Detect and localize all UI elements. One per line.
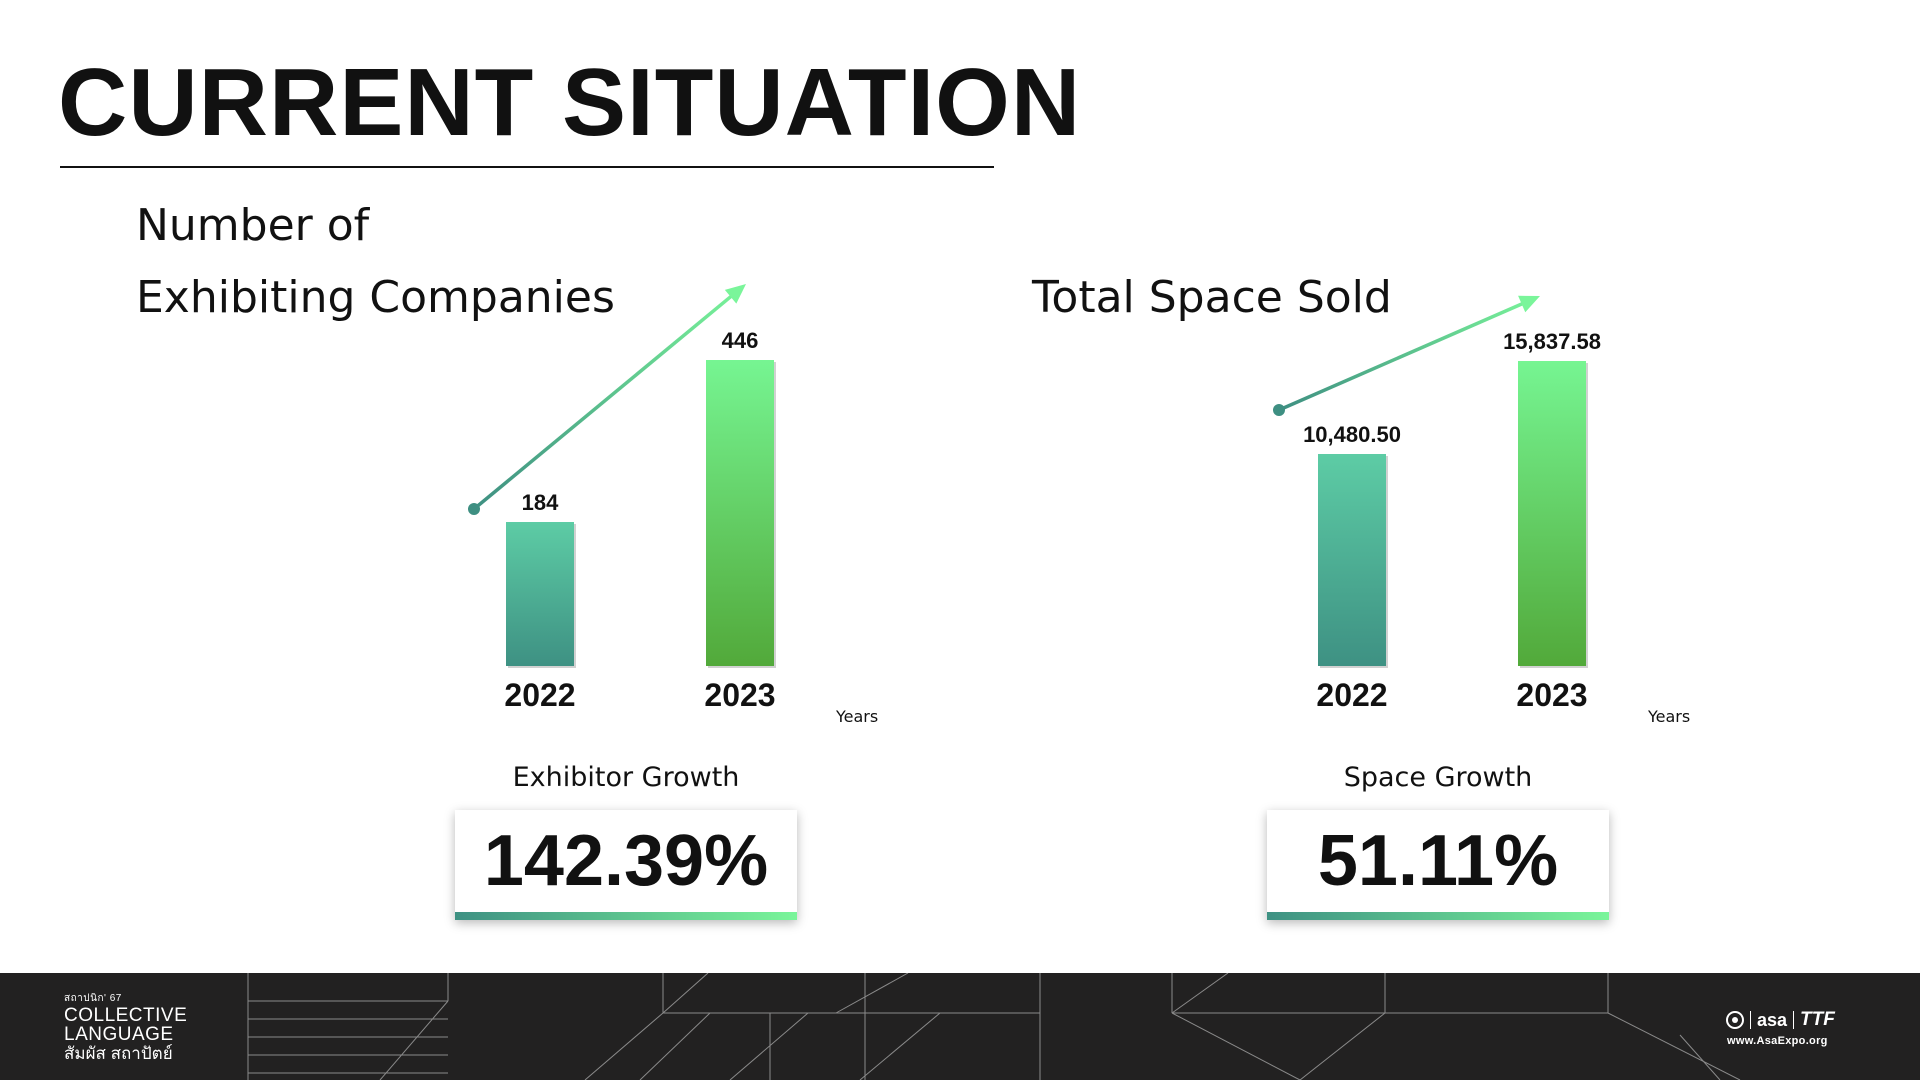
x-tick-label: 2023	[1516, 677, 1587, 713]
bar	[1318, 454, 1386, 666]
trend-arrow-head-icon	[1518, 295, 1540, 313]
trend-arrow-line	[472, 291, 737, 511]
growth-label-space: Space Growth	[1343, 762, 1533, 793]
growth-card-exhibitors: 142.39%	[455, 810, 797, 920]
footer-bar: สถาปนิก' 67 COLLECTIVE LANGUAGE สัมผัส ส…	[0, 973, 1920, 1080]
bar	[706, 360, 774, 666]
growth-card-underline	[455, 912, 797, 920]
chart-space: Years 10,480.50 2022 15,837.58 2023	[1247, 295, 1690, 726]
growth-label-exhibitors: Exhibitor Growth	[512, 762, 740, 793]
trend-arrow-head-icon	[724, 284, 746, 304]
growth-card-underline	[1267, 912, 1609, 920]
partner-divider	[1793, 1011, 1795, 1029]
slide-title: CURRENT SITUATION	[58, 49, 1082, 156]
bar-value-label: 15,837.58	[1503, 329, 1601, 354]
partner-logos: asa TTF	[1726, 1009, 1835, 1031]
event-logo-line: COLLECTIVE	[64, 1005, 188, 1026]
event-logo-line: LANGUAGE	[64, 1024, 174, 1045]
asa-logo: asa	[1757, 1009, 1788, 1030]
website-link[interactable]: www.AsaExpo.org	[1727, 1035, 1828, 1047]
event-logo-thai: สัมผัส สถาปัตย์	[64, 1044, 173, 1063]
seal-icon	[1726, 1011, 1744, 1029]
trend-arrow-start-dot	[468, 503, 480, 515]
event-logo-small-text: สถาปนิก' 67	[64, 993, 122, 1004]
bar	[1518, 361, 1586, 666]
title-underline	[60, 166, 994, 168]
charts-canvas: Years 184 2022 446 2023 Years 10,480.50 2022 15…	[435, 284, 1690, 726]
footer-pattern	[247, 973, 1741, 1080]
x-tick-label: 2022	[1316, 677, 1387, 713]
chart-exhibitors: Years 184 2022 446 2023	[435, 284, 878, 726]
bar-value-label: 184	[522, 490, 559, 515]
chart-title-exhibitors: Number of Exhibiting Companies	[136, 190, 615, 334]
trend-arrow-start-dot	[1273, 404, 1285, 416]
chart-title-line: Total Space Sold	[1032, 272, 1392, 323]
growth-card-space: 51.11%	[1267, 810, 1609, 920]
x-tick-label: 2023	[704, 677, 775, 713]
x-tick-label: 2022	[504, 677, 575, 713]
chart-title-line: Number of	[136, 200, 370, 251]
partner-divider	[1750, 1011, 1751, 1029]
bar	[506, 522, 574, 666]
x-axis-label: Years	[1647, 707, 1690, 726]
ttf-logo: TTF	[1800, 1009, 1835, 1030]
chart-title-line: Exhibiting Companies	[136, 272, 615, 323]
event-logo: สถาปนิก' 67 COLLECTIVE LANGUAGE สัมผัส ส…	[64, 991, 187, 1064]
bar-value-label: 446	[722, 328, 759, 353]
growth-value-exhibitors: 142.39%	[483, 821, 769, 901]
chart-title-space: Total Space Sold	[1032, 262, 1392, 334]
trend-arrow-line	[1278, 300, 1528, 412]
growth-value-space: 51.11%	[1317, 821, 1559, 901]
x-axis-label: Years	[835, 707, 878, 726]
bar-value-label: 10,480.50	[1303, 422, 1401, 447]
